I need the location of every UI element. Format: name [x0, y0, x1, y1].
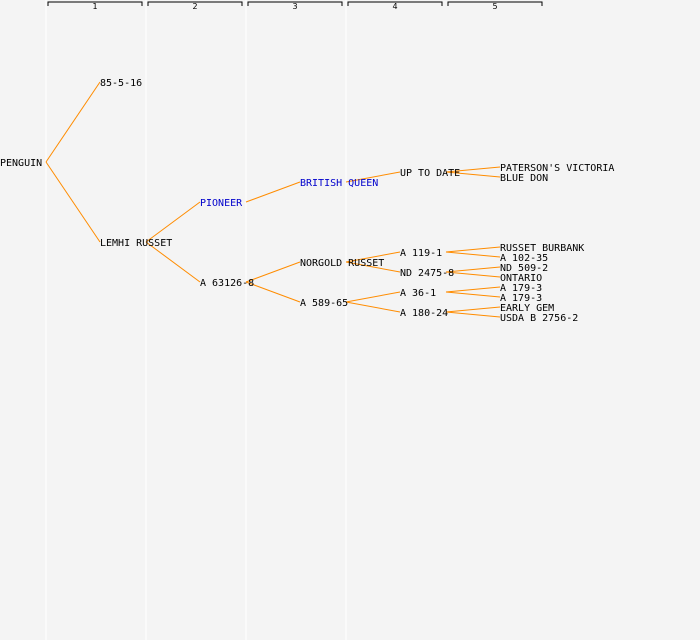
pedigree-edge: [45, 161, 101, 243]
generation-number: 4: [392, 2, 397, 11]
pedigree-edge: [245, 181, 301, 203]
pedigree-edge: [445, 286, 501, 293]
generation-number: 1: [92, 2, 97, 11]
pedigree-node: A 63126-8: [200, 278, 254, 289]
pedigree-node: PATERSON'S VICTORIA: [500, 163, 614, 174]
pedigree-node: A 36-1: [400, 288, 436, 299]
generation-number: 2: [192, 2, 197, 11]
pedigree-edge: [145, 201, 201, 243]
pedigree-edge: [445, 306, 501, 313]
pedigree-node: A 589-65: [300, 298, 348, 309]
pedigree-node: ONTARIO: [500, 273, 542, 284]
pedigree-node: UP TO DATE: [400, 168, 460, 179]
pedigree-edge: [445, 266, 501, 273]
pedigree-node: NORGOLD RUSSET: [300, 258, 384, 269]
pedigree-node: A 179-3: [500, 283, 542, 294]
tree-edges: [45, 81, 501, 318]
pedigree-node: A 180-24: [400, 308, 448, 319]
pedigree-node: A 179-3: [500, 293, 542, 304]
pedigree-edge: [445, 171, 501, 178]
pedigree-edge: [145, 241, 201, 283]
generation-bracket: [147, 1, 243, 6]
pedigree-edge: [345, 171, 401, 183]
pedigree-edge: [45, 81, 101, 163]
pedigree-node-link[interactable]: BRITISH QUEEN: [300, 178, 378, 189]
pedigree-edge: [345, 251, 401, 263]
pedigree-node: EARLY GEM: [500, 303, 554, 314]
pedigree-node: USDA B 2756-2: [500, 313, 578, 324]
pedigree-node: ND 509-2: [500, 263, 548, 274]
pedigree-node: A 102-35: [500, 253, 548, 264]
pedigree-node: RUSSET BURBANK: [500, 243, 584, 254]
generation-columns: [45, 0, 347, 640]
pedigree-node: ND 2475-8: [400, 268, 454, 279]
pedigree-edge: [445, 271, 501, 278]
generation-number: 5: [492, 2, 497, 11]
pedigree-node: A 119-1: [400, 248, 442, 259]
pedigree-edge: [445, 166, 501, 173]
generation-bracket: [447, 1, 543, 6]
generation-bracket: [247, 1, 343, 6]
pedigree-node-link[interactable]: PIONEER: [200, 198, 243, 209]
pedigree-node: 85-5-16: [100, 78, 142, 89]
pedigree-node: BLUE DON: [500, 173, 548, 184]
pedigree-edge: [445, 291, 501, 298]
generation-number: 3: [292, 2, 297, 11]
pedigree-edge: [345, 291, 401, 303]
pedigree-edge: [345, 301, 401, 313]
generation-ruler: 1 2 3 4 5: [47, 1, 543, 11]
pedigree-edge: [245, 281, 301, 303]
generation-bracket: [347, 1, 443, 6]
pedigree-edge: [445, 251, 501, 258]
pedigree-edge: [445, 311, 501, 318]
pedigree-node: LEMHI RUSSET: [100, 238, 172, 249]
generation-bracket: [47, 1, 143, 6]
pedigree-edge: [245, 261, 301, 283]
pedigree-edge: [345, 261, 401, 273]
pedigree-edge: [445, 246, 501, 253]
pedigree-node: PENGUIN: [0, 158, 42, 169]
